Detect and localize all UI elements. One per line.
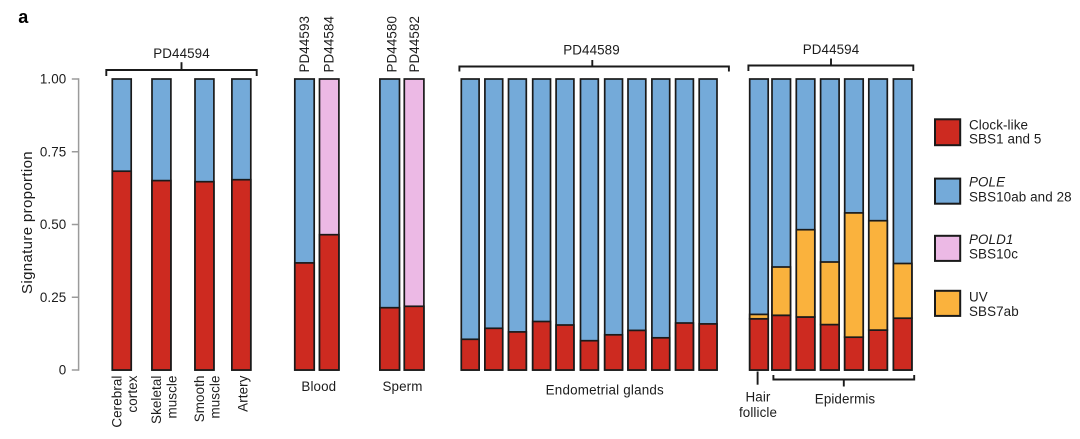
svg-text:Hair: Hair [746,389,771,404]
svg-text:0.25: 0.25 [40,290,66,305]
svg-text:1.00: 1.00 [40,72,66,87]
svg-text:0.50: 0.50 [40,217,66,232]
svg-text:Artery: Artery [235,375,250,412]
svg-text:POLE: POLE [969,175,1006,190]
svg-text:follicle: follicle [739,405,777,420]
svg-text:Endometrial glands: Endometrial glands [546,382,664,397]
svg-text:a: a [18,7,29,27]
svg-text:SBS10c: SBS10c [969,247,1018,262]
svg-text:muscle: muscle [208,376,223,419]
svg-text:SBS1 and 5: SBS1 and 5 [969,132,1041,147]
svg-text:POLD1: POLD1 [969,232,1013,247]
svg-text:PD44589: PD44589 [563,43,620,58]
svg-text:Signature proportion: Signature proportion [19,151,36,294]
svg-text:PD44582: PD44582 [407,16,422,73]
svg-text:PD44580: PD44580 [384,16,399,73]
svg-text:PD44594: PD44594 [803,42,860,57]
svg-text:Blood: Blood [301,379,336,394]
svg-text:PD44594: PD44594 [153,46,210,61]
svg-text:Epidermis: Epidermis [815,392,876,407]
svg-text:cortex: cortex [125,375,140,412]
svg-text:Skeletal: Skeletal [149,376,164,424]
svg-text:SBS7ab: SBS7ab [969,304,1019,319]
svg-text:0: 0 [59,363,67,378]
svg-text:0.75: 0.75 [40,144,66,159]
svg-text:Cerebral: Cerebral [109,376,124,428]
svg-text:PD44584: PD44584 [322,16,337,73]
svg-text:Clock-like: Clock-like [969,117,1028,132]
svg-text:SBS10ab and 28: SBS10ab and 28 [969,189,1072,204]
svg-text:PD44593: PD44593 [297,16,312,73]
svg-text:Smooth: Smooth [192,376,207,423]
svg-text:muscle: muscle [165,376,180,419]
svg-text:UV: UV [969,290,988,305]
svg-text:Sperm: Sperm [383,379,423,394]
